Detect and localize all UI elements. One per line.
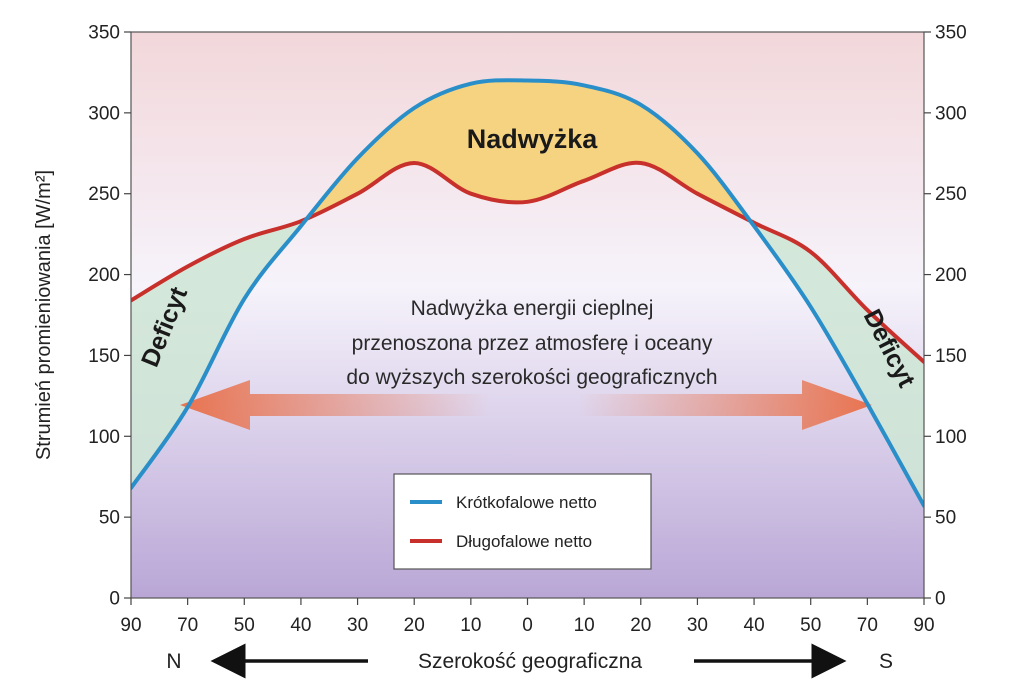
transport-text-line-3: do wyższych szerokości geograficznych bbox=[346, 366, 717, 389]
x-tick-label: 20 bbox=[630, 615, 651, 636]
deficit-area bbox=[131, 218, 307, 488]
x-tick-label: 50 bbox=[800, 615, 821, 636]
y-tick-label-left: 300 bbox=[88, 103, 120, 124]
direction-south-label: S bbox=[879, 650, 893, 673]
x-tick-label: 0 bbox=[522, 615, 533, 636]
y-tick-label-right: 300 bbox=[935, 103, 967, 124]
heat-transport-arrow-right bbox=[578, 380, 872, 430]
legend: Krótkofalowe netto Długofalowe netto bbox=[393, 473, 652, 570]
y-tick-label-right: 200 bbox=[935, 265, 967, 286]
y-tick-label-right: 150 bbox=[935, 346, 967, 367]
y-tick-label-right: 250 bbox=[935, 184, 967, 205]
series-line-longwave bbox=[131, 160, 924, 364]
legend-label-longwave: Długofalowe netto bbox=[456, 532, 592, 551]
y-tick-label-left: 350 bbox=[88, 23, 120, 44]
x-axis-title: Szerokość geograficzna bbox=[418, 650, 642, 673]
x-tick-label: 20 bbox=[404, 615, 425, 636]
y-tick-label-right: 350 bbox=[935, 23, 967, 44]
y-tick-label-left: 50 bbox=[99, 508, 120, 529]
x-tick-label: 70 bbox=[177, 615, 198, 636]
direction-north-label: N bbox=[166, 650, 181, 673]
y-axis-right: 0 50 100 150 200 250 300 350 bbox=[924, 23, 967, 610]
x-tick-label: 30 bbox=[687, 615, 708, 636]
y-tick-label-right: 0 bbox=[935, 589, 946, 610]
legend-box bbox=[393, 473, 652, 570]
y-tick-label-left: 150 bbox=[88, 346, 120, 367]
transport-text-line-1: Nadwyżka energii cieplnej bbox=[411, 297, 654, 320]
heat-transport-arrow-left bbox=[180, 380, 490, 430]
y-tick-label-right: 50 bbox=[935, 508, 956, 529]
y-tick-label-left: 250 bbox=[88, 184, 120, 205]
surplus-area bbox=[306, 80, 751, 222]
x-tick-label: 10 bbox=[574, 615, 595, 636]
x-axis-title-row: N Szerokość geograficzna S bbox=[166, 643, 893, 679]
y-tick-label-left: 0 bbox=[109, 589, 120, 610]
x-tick-label: 40 bbox=[290, 615, 311, 636]
surplus-label: Nadwyżka bbox=[467, 124, 599, 154]
y-axis-title: Strumień promieniowania [W/m²] bbox=[33, 170, 55, 460]
x-axis: 90 70 50 40 30 20 10 0 10 20 30 40 50 70 90 bbox=[120, 598, 935, 636]
series-lines bbox=[131, 78, 924, 508]
legend-label-shortwave: Krótkofalowe netto bbox=[456, 493, 597, 512]
y-tick-label-left: 200 bbox=[88, 265, 120, 286]
x-tick-label: 90 bbox=[120, 615, 141, 636]
x-tick-label: 70 bbox=[857, 615, 878, 636]
y-tick-label-left: 100 bbox=[88, 427, 120, 448]
series-line-shortwave bbox=[131, 78, 924, 508]
y-axis-left: 0 50 100 150 200 250 300 350 bbox=[88, 23, 131, 610]
heat-transport-arrows bbox=[180, 380, 872, 430]
transport-text-line-2: przenoszona przez atmosferę i oceany bbox=[352, 332, 713, 355]
x-tick-label: 10 bbox=[460, 615, 481, 636]
x-tick-label: 40 bbox=[744, 615, 765, 636]
x-tick-label: 30 bbox=[347, 615, 368, 636]
y-tick-label-right: 100 bbox=[935, 427, 967, 448]
x-tick-label: 50 bbox=[234, 615, 255, 636]
x-tick-label: 90 bbox=[913, 615, 934, 636]
